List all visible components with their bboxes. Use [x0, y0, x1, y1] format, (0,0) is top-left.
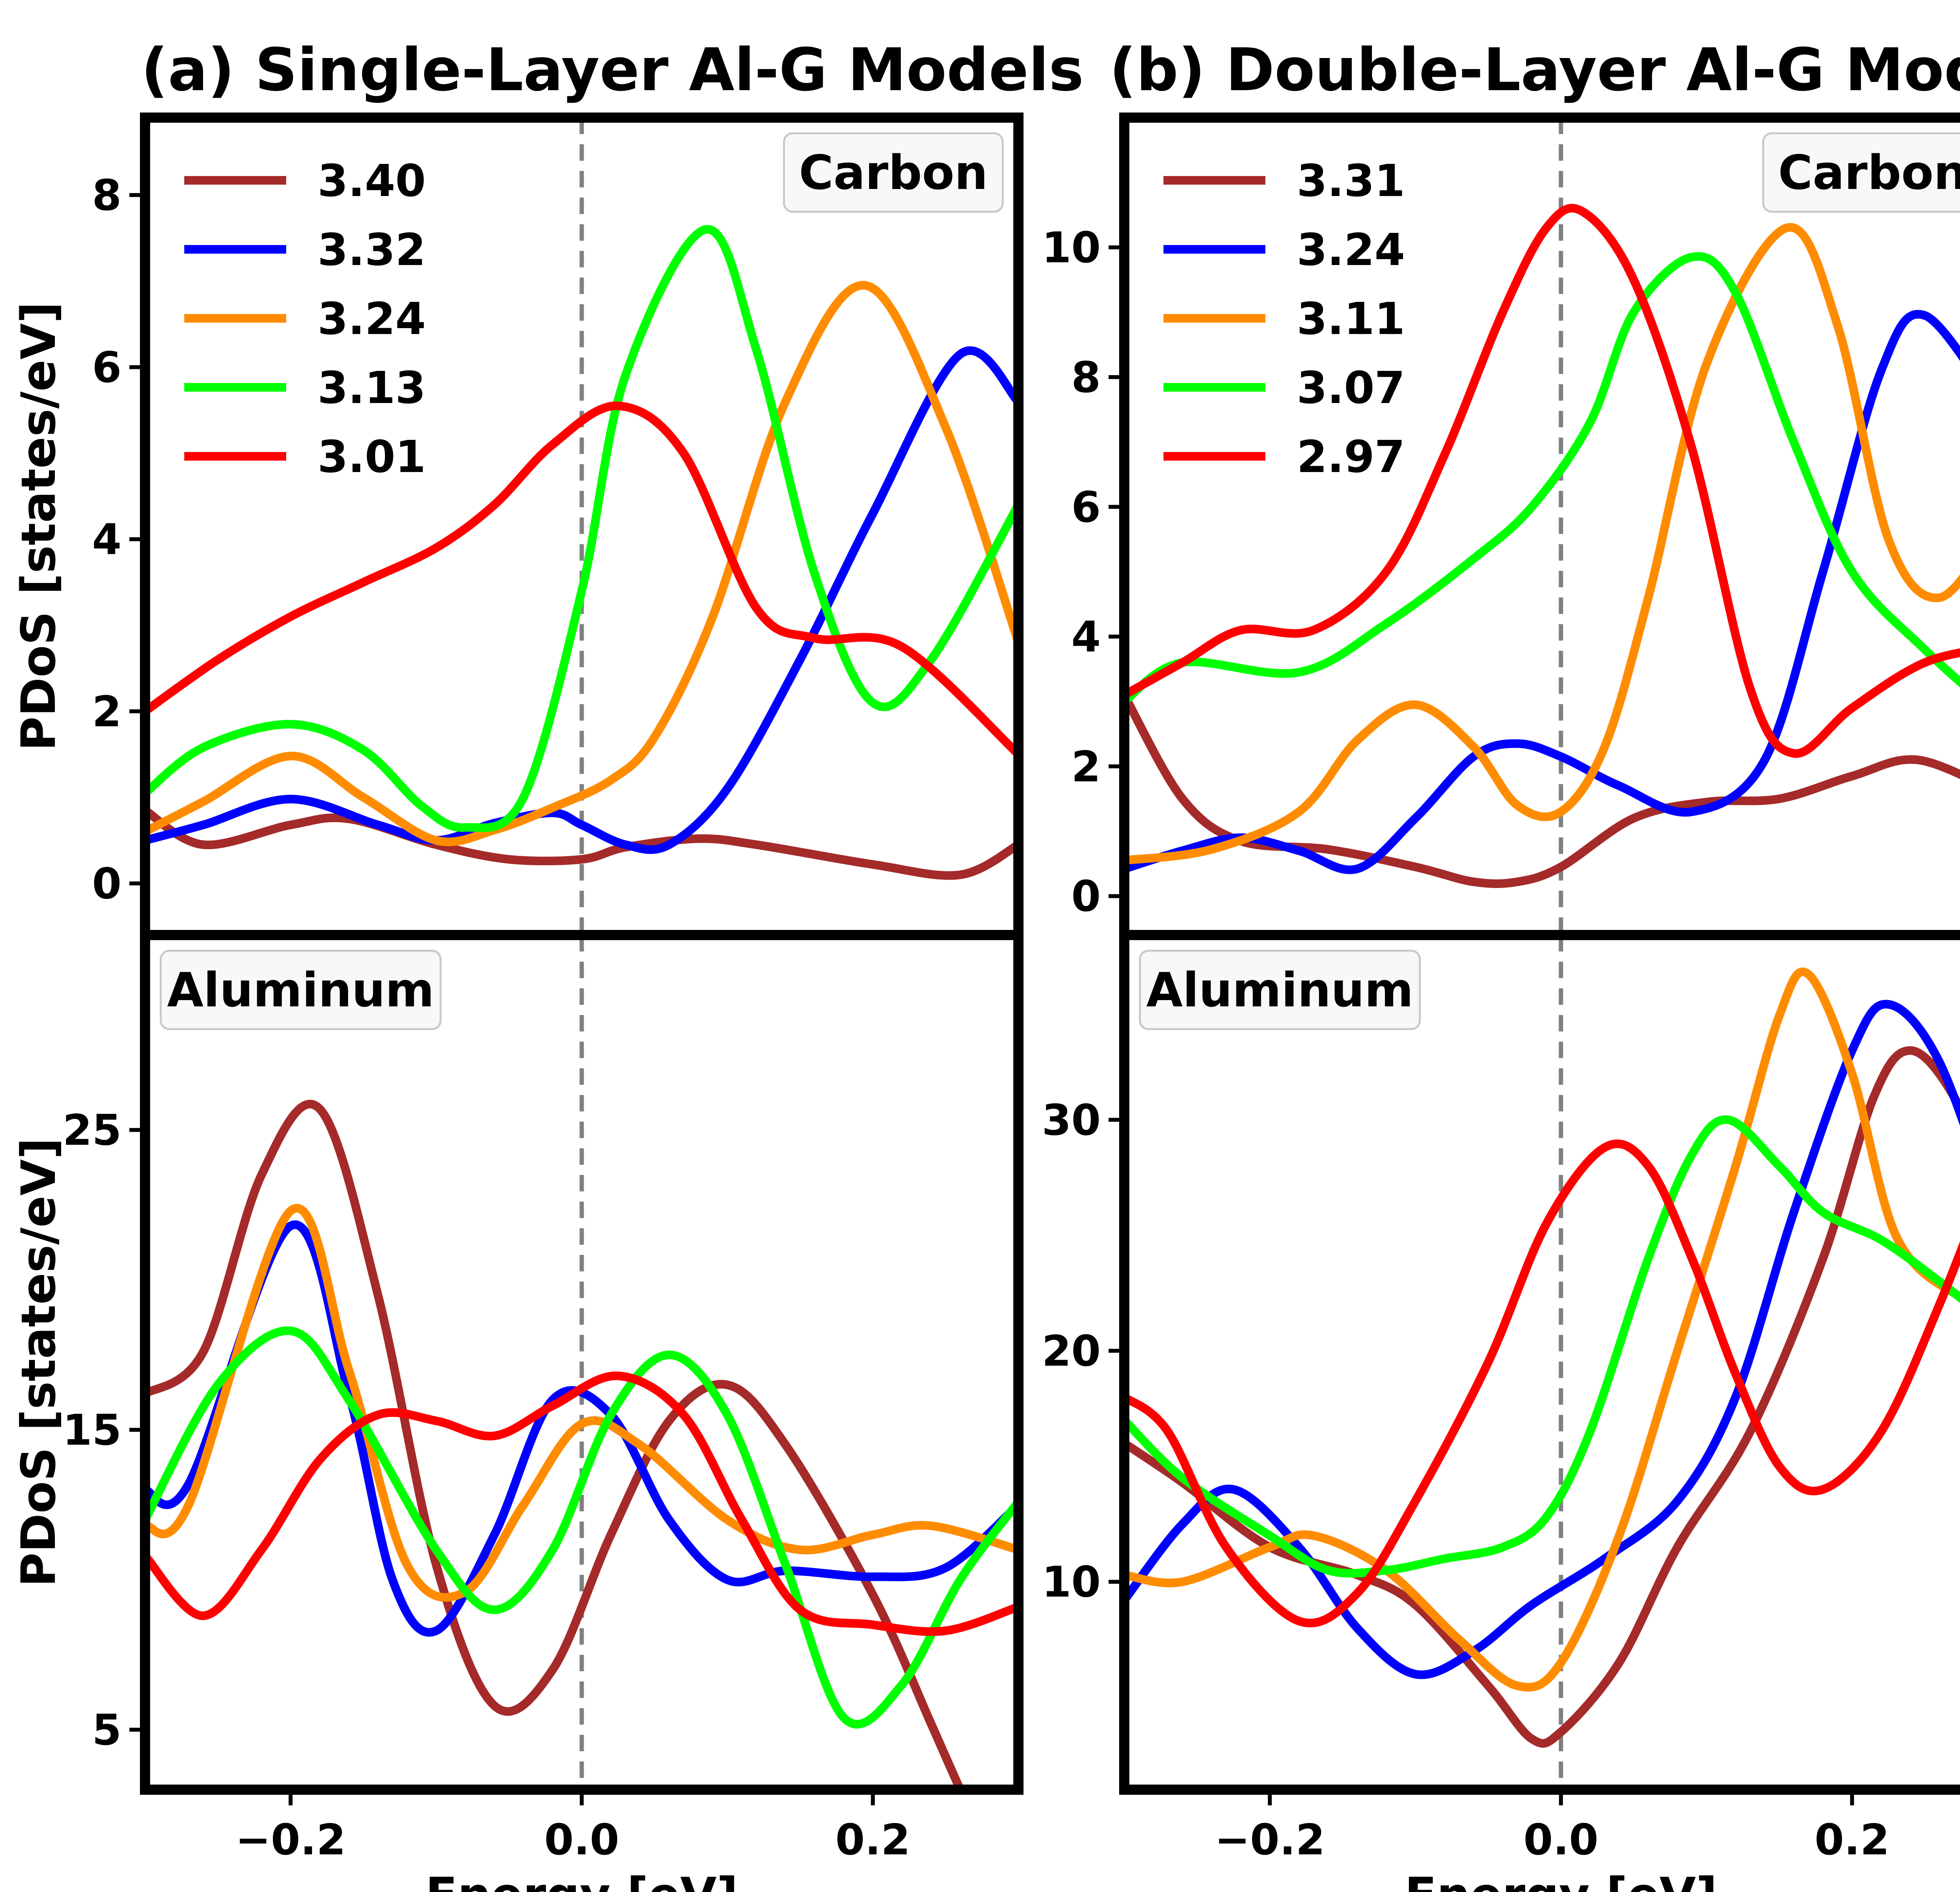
- panel-tag-box: [160, 950, 442, 1030]
- y-tick-label: 8: [92, 171, 122, 220]
- y-tick-label: 2: [92, 687, 122, 736]
- series-line-3.24: [145, 1204, 1018, 1602]
- y-ticks: 0 2 4 6 8 10: [1042, 223, 1124, 921]
- x-tick-label: 0.0: [544, 1816, 619, 1865]
- panel-tag-box: [1762, 132, 1960, 213]
- y-tick-label: 6: [92, 343, 122, 392]
- panel-a-aluminum: 5 15 25 −0.2 0.0 0.2 Aluminum PDoS [states/e…: [12, 930, 1024, 1892]
- panel-tag-a-aluminum: Aluminum: [160, 950, 442, 1030]
- series-line-3.11: [1124, 968, 1960, 1692]
- plot-area: [1124, 935, 1960, 1790]
- y-tick-label: 6: [1071, 483, 1101, 532]
- legend-a: 3.40 3.32 3.24 3.13 3.01: [184, 156, 426, 483]
- x-tick-label: 0.2: [835, 1816, 910, 1865]
- legend-label: 3.07: [1297, 363, 1405, 414]
- series-line-3.32: [145, 1220, 1018, 1637]
- y-ticks: 0 2 4 6 8: [92, 171, 145, 908]
- series-line-3.01: [145, 401, 1018, 759]
- series-line-2.97: [1124, 204, 1960, 758]
- x-tick-label: −0.2: [1214, 1816, 1325, 1865]
- panel-tag-b-carbon: Carbon: [1762, 132, 1960, 213]
- y-tick-label: 10: [1042, 1558, 1101, 1607]
- legend-label: 3.31: [1297, 156, 1405, 207]
- legend-label: 2.97: [1297, 432, 1405, 483]
- panel-tag-label: Carbon: [799, 146, 988, 200]
- column-a: (a) Single-Layer Al-G Models 0 2 4 6 8 Carbo…: [12, 36, 1084, 1892]
- series-line-3.07: [1124, 1115, 1960, 1578]
- x-axis-label: Energy [eV]: [425, 1868, 738, 1892]
- chart-title-a: (a) Single-Layer Al-G Models: [141, 36, 1084, 104]
- legend-label: 3.32: [318, 225, 426, 276]
- y-axis-label: PDoS [states/eV]: [12, 1138, 66, 1587]
- panel-tag-box: [783, 132, 1004, 213]
- y-tick-label: 2: [1071, 743, 1101, 792]
- axes-frame: [140, 930, 1024, 1795]
- series-line-3.01: [145, 1371, 1018, 1636]
- y-tick-label: 15: [63, 1406, 122, 1455]
- y-tick-label: 4: [1071, 613, 1101, 662]
- series-line-3.24: [145, 281, 1018, 846]
- plot-area: [145, 118, 1018, 935]
- series-line-2.97: [1124, 1139, 1960, 1627]
- legend-b: 3.31 3.24 3.11 3.07 2.97: [1163, 156, 1405, 483]
- series-line-3.13: [145, 225, 1018, 832]
- x-tick-label: 0.2: [1815, 1816, 1889, 1865]
- legend-label: 3.40: [318, 156, 426, 207]
- x-ticks: −0.2 0.0 0.2: [1214, 1790, 1889, 1865]
- x-tick-label: −0.2: [235, 1816, 346, 1865]
- column-b: (b) Double-Layer Al-G Models 0 2 4 6 8 10 Car…: [1042, 36, 1960, 1892]
- panel-b-carbon: 0 2 4 6 8 10 Carbon 3.31 3.24 3.11 3.07 2.97: [1042, 113, 1960, 940]
- legend-label: 3.24: [318, 294, 426, 345]
- panel-tag-a-carbon: Carbon: [783, 132, 1004, 213]
- series-line-3.40: [145, 806, 1018, 880]
- series-line-3.11: [1124, 223, 1960, 865]
- y-tick-label: 5: [92, 1706, 122, 1755]
- x-tick-label: 0.0: [1523, 1816, 1598, 1865]
- legend-label: 3.01: [318, 432, 426, 483]
- panel-b-aluminum: 10 20 30 −0.2 0.0 0.2 Aluminum Energy [eV]: [1042, 930, 1960, 1892]
- y-tick-label: 8: [1071, 353, 1101, 402]
- legend-label: 3.13: [318, 363, 426, 414]
- y-tick-label: 20: [1042, 1327, 1101, 1376]
- plot-area: [145, 935, 1018, 1790]
- y-tick-label: 4: [92, 515, 122, 564]
- legend-label: 3.11: [1297, 294, 1405, 345]
- x-axis-label: Energy [eV]: [1405, 1868, 1717, 1892]
- series-line-3.13: [145, 1326, 1018, 1729]
- y-ticks: 10 20 30: [1042, 1096, 1124, 1607]
- series-line-3.40: [145, 1100, 965, 1790]
- y-tick-label: 10: [1042, 223, 1101, 272]
- y-tick-label: 25: [63, 1106, 122, 1155]
- series-line-3.32: [145, 346, 1018, 854]
- panel-tag-box: [1139, 950, 1421, 1030]
- legend-label: 3.24: [1297, 225, 1405, 276]
- axes-frame: [1119, 930, 1960, 1795]
- y-tick-label: 0: [92, 859, 122, 908]
- panel-tag-label: Aluminum: [1146, 963, 1414, 1018]
- panel-tag-b-aluminum: Aluminum: [1139, 950, 1421, 1030]
- plot-area: [1124, 118, 1960, 935]
- y-tick-label: 30: [1042, 1096, 1101, 1145]
- y-axis-label: PDoS [states/eV]: [12, 302, 66, 751]
- chart-title-b: (b) Double-Layer Al-G Models: [1109, 36, 1960, 104]
- panel-tag-label: Aluminum: [167, 963, 434, 1018]
- panel-tag-label: Carbon: [1778, 146, 1960, 200]
- y-tick-label: 0: [1071, 872, 1101, 921]
- x-ticks: −0.2 0.0 0.2: [235, 1790, 910, 1865]
- series-line-3.07: [1124, 252, 1960, 706]
